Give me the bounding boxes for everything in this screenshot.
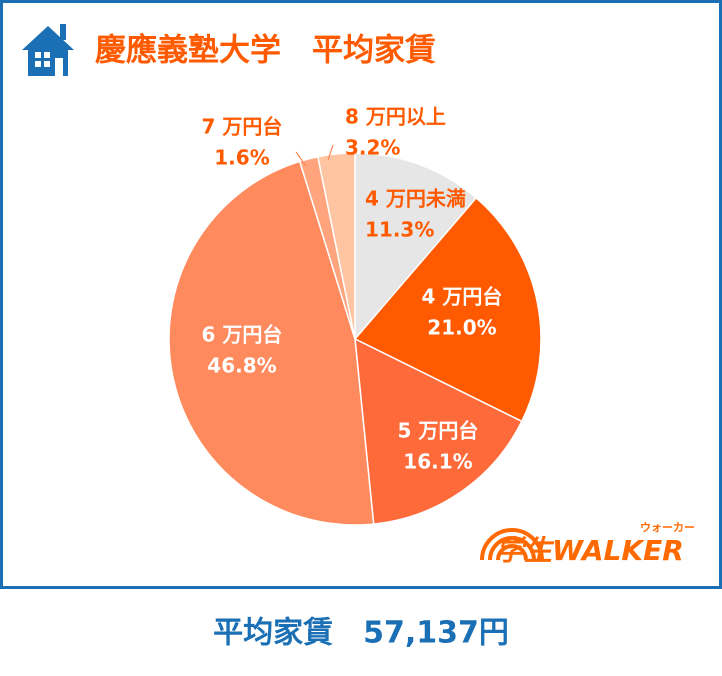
pie-slice [354, 337, 523, 525]
slice-category-label: 7 万円台 [202, 115, 283, 139]
pie-slice [353, 196, 542, 423]
leader-line [327, 144, 334, 161]
slice-value-label: 46.8% [207, 354, 276, 378]
pie-slice [168, 160, 375, 526]
logo-ruby: ウォーカー [640, 521, 695, 534]
slice-category-label: 5 万円台 [398, 419, 479, 443]
slice-value-label: 11.3% [365, 218, 434, 242]
slice-value-label: 3.2% [345, 136, 400, 160]
slice-category-label: 8 万円以上 [345, 105, 446, 129]
pie-slice [354, 152, 478, 342]
slice-value-label: 16.1% [403, 450, 472, 474]
slice-value-label: 1.6% [214, 146, 269, 170]
logo-text: 学生WALKER [496, 534, 684, 567]
slice-category-label: 4 万円未満 [365, 187, 466, 211]
logo [480, 528, 544, 561]
leader-line [295, 151, 307, 167]
footer-summary: 平均家賃 57,137円 [213, 616, 509, 651]
slice-value-label: 21.0% [427, 316, 496, 340]
chart-title: 慶應義塾大学 平均家賃 [95, 33, 436, 69]
house-icon [22, 24, 74, 76]
pie-slice [316, 152, 356, 340]
slice-category-label: 6 万円台 [202, 323, 283, 347]
slice-category-label: 4 万円台 [422, 285, 503, 309]
